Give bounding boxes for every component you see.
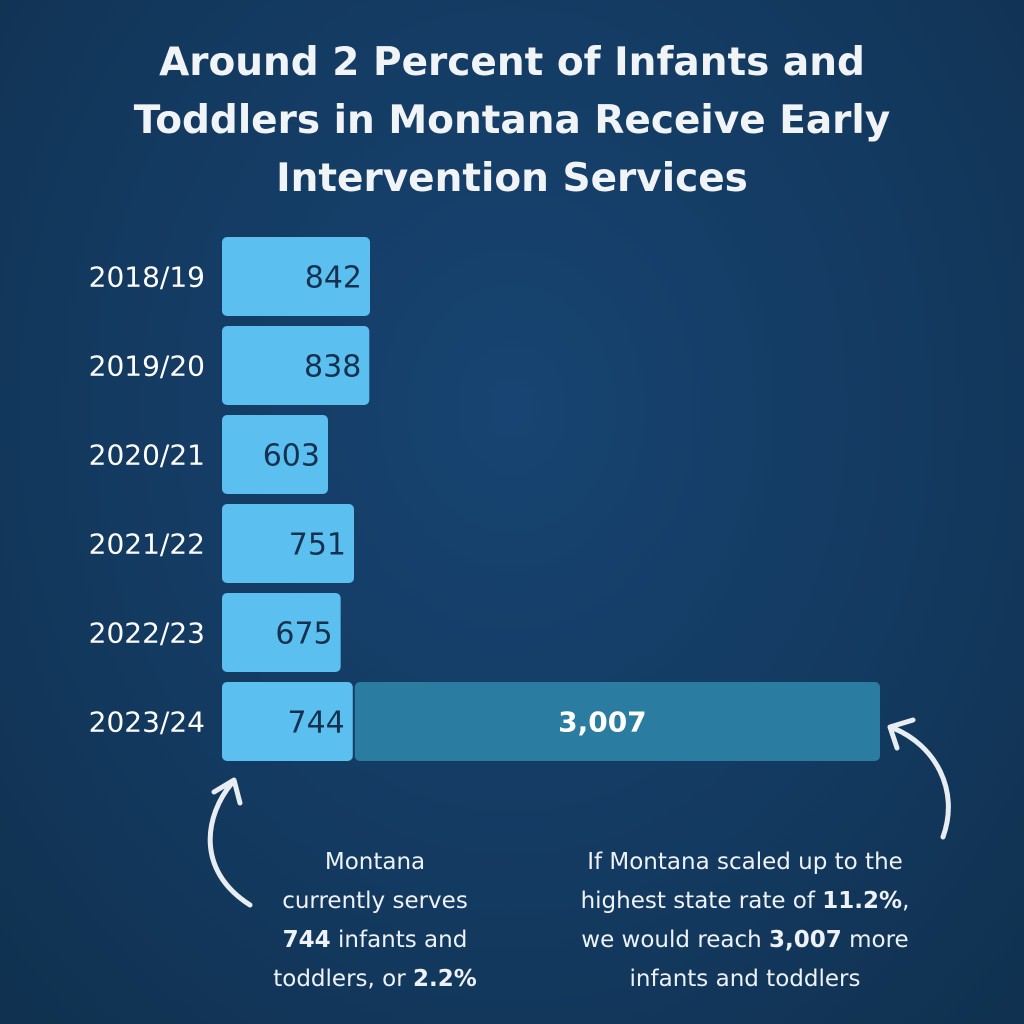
right-curved-arrow-icon xyxy=(887,717,951,840)
left-note-percent: 2.2% xyxy=(412,966,477,992)
right-note-text: highest state rate of xyxy=(580,888,823,914)
left-note-text: toddlers, or xyxy=(273,966,413,992)
right-note-line-4: infants and toddlers xyxy=(629,966,861,992)
right-note-rate: 11.2% xyxy=(822,888,903,914)
bar xyxy=(222,237,370,316)
extra-bar-value-label: 3,007 xyxy=(558,706,647,739)
right-note-text: we would reach xyxy=(581,927,770,953)
right-note-line-2: highest state rate of 11.2%, xyxy=(545,882,945,921)
left-curved-arrow-icon xyxy=(207,777,253,908)
category-label: 2023/24 xyxy=(89,706,205,739)
right-note-count: 3,007 xyxy=(769,927,842,953)
bar xyxy=(222,682,353,761)
left-note-count: 744 xyxy=(282,927,331,953)
left-note-line-3: 744 infants and xyxy=(250,921,500,960)
bar-value-label: 838 xyxy=(304,350,361,385)
right-note-line-1: If Montana scaled up to the xyxy=(587,849,903,875)
left-annotation: Montana currently serves 744 infants and… xyxy=(250,843,500,999)
left-note-line-1: Montana xyxy=(324,849,426,875)
category-label: 2019/20 xyxy=(89,350,205,383)
left-note-line-2: currently serves xyxy=(282,888,468,914)
bar xyxy=(222,415,328,494)
bar xyxy=(222,504,355,583)
extra-bar xyxy=(354,682,880,761)
bar-value-label: 675 xyxy=(275,617,332,652)
bar-value-label: 744 xyxy=(288,706,345,741)
category-label: 2021/22 xyxy=(89,528,205,561)
bar-value-label: 603 xyxy=(263,439,320,474)
right-note-text: more xyxy=(841,927,909,953)
category-label: 2020/21 xyxy=(89,439,205,472)
right-annotation: If Montana scaled up to the highest stat… xyxy=(545,843,945,999)
left-note-line-4: toddlers, or 2.2% xyxy=(250,960,500,999)
left-note-text: infants and xyxy=(330,927,468,953)
bar xyxy=(222,326,370,405)
right-note-line-3: we would reach 3,007 more xyxy=(545,921,945,960)
category-label: 2022/23 xyxy=(89,617,205,650)
bar-value-label: 751 xyxy=(289,528,346,563)
bar xyxy=(222,593,341,672)
bar-value-label: 842 xyxy=(305,261,362,296)
right-note-text: , xyxy=(902,888,910,914)
chart-title: Around 2 Percent of Infants and Toddlers… xyxy=(133,40,891,201)
category-label: 2018/19 xyxy=(89,261,205,294)
